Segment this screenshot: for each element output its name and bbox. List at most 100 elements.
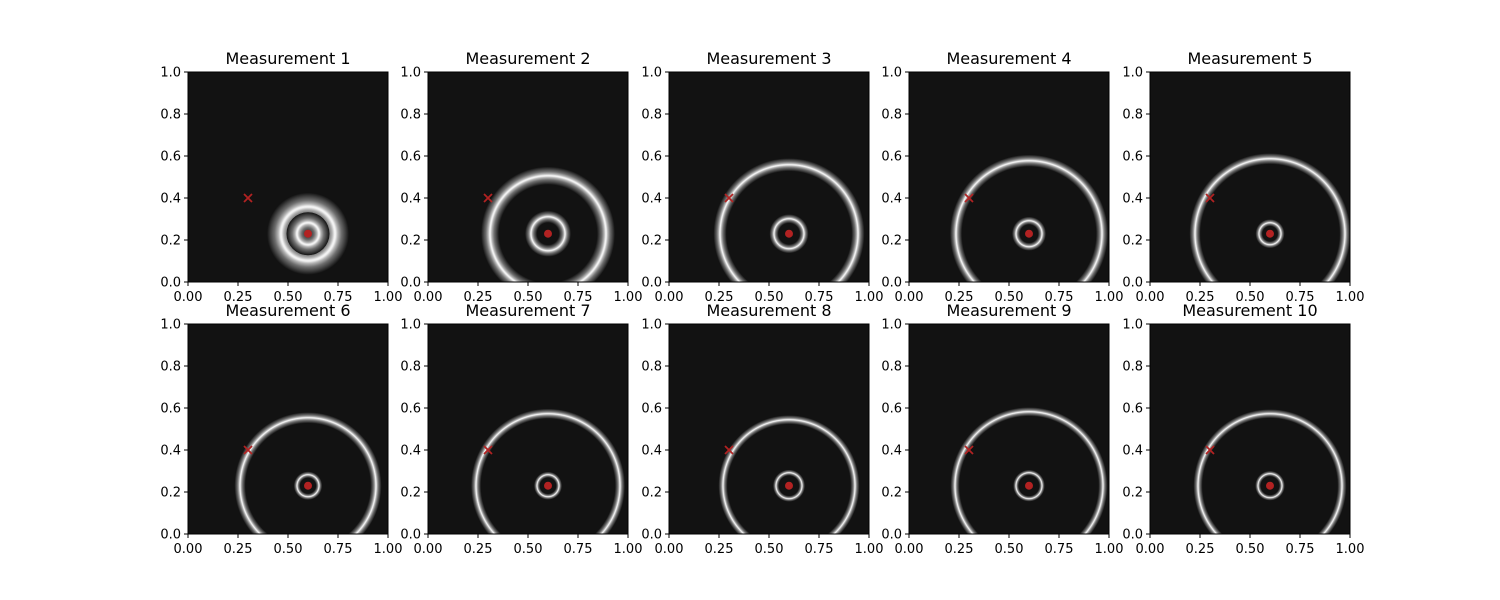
y-tick-label: 0.8 — [160, 108, 181, 123]
source-marker — [1266, 481, 1274, 490]
sensor-marker — [1205, 193, 1215, 203]
x-tick-label: 1.00 — [1095, 542, 1124, 557]
y-tick-label: 0.0 — [400, 276, 421, 291]
panel-7: Measurement 7 0.00 0.25 0.50 0.75 1.00 0.0 0.2 0… — [400, 301, 643, 557]
y-tick-label: 0.0 — [881, 528, 902, 543]
y-tick-label: 0.2 — [160, 486, 181, 501]
y-tick-label: 0.4 — [400, 192, 421, 207]
plot-area — [188, 72, 388, 282]
y-tick-label: 0.0 — [160, 276, 181, 291]
y-tick-label: 0.4 — [160, 192, 181, 207]
y-tick-label: 1.0 — [400, 318, 421, 333]
x-tick-label: 1.00 — [1095, 290, 1124, 305]
y-tick-label: 0.8 — [1122, 108, 1143, 123]
x-tick-label: 0.00 — [414, 290, 443, 305]
sensor-marker — [1205, 445, 1215, 455]
x-tick-label: 0.75 — [805, 542, 834, 557]
y-tick-label: 0.8 — [641, 108, 662, 123]
x-tick-label: 1.00 — [614, 542, 643, 557]
source-marker — [544, 229, 552, 238]
y-tick-label: 0.4 — [881, 444, 902, 459]
x-tick-label: 0.00 — [414, 542, 443, 557]
y-tick-label: 0.2 — [881, 234, 902, 249]
y-tick-label: 0.6 — [881, 402, 902, 417]
plot-area — [428, 72, 628, 282]
panel-2: Measurement 2 0.00 0.25 0.50 0.75 1.00 0.0 0.2 0… — [400, 49, 642, 305]
y-tick-label: 0.6 — [641, 150, 662, 165]
sensor-marker — [724, 193, 734, 203]
y-tick-label: 0.8 — [400, 108, 421, 123]
sensor-marker — [243, 445, 253, 455]
outer-ring — [1189, 153, 1350, 282]
x-tick-label: 0.50 — [274, 290, 303, 305]
x-tick-label: 0.25 — [705, 542, 734, 557]
panel-4: Measurement 4 0.00 0.25 0.50 0.75 1.00 0.0 0.2 0… — [881, 49, 1124, 305]
plot-area — [909, 72, 1109, 282]
x-tick-label: 0.25 — [224, 290, 253, 305]
y-tick-label: 0.8 — [1122, 360, 1143, 375]
x-tick-label: 0.50 — [1236, 542, 1265, 557]
y-tick-label: 0.2 — [641, 234, 662, 249]
panel-10: Measurement 10 0.00 0.25 0.50 0.75 1.00 0.0 0.2… — [1122, 301, 1364, 557]
x-tick-label: 1.00 — [855, 542, 884, 557]
sensor-marker — [964, 445, 974, 455]
y-tick-label: 0.6 — [641, 402, 662, 417]
x-tick-label: 0.75 — [324, 542, 353, 557]
y-tick-label: 1.0 — [641, 66, 662, 81]
x-tick-label: 0.00 — [895, 290, 924, 305]
source-marker — [544, 481, 552, 490]
x-tick-label: 0.75 — [1045, 542, 1074, 557]
plot-area — [909, 324, 1109, 534]
y-tick-label: 0.8 — [400, 360, 421, 375]
x-tick-label: 0.00 — [1136, 290, 1165, 305]
x-tick-label: 0.25 — [1186, 542, 1215, 557]
panel-1: Measurement 1 0.00 0.25 0.50 0.75 1.00 0.0 0.2 0… — [160, 49, 402, 305]
x-tick-label: 0.75 — [1286, 290, 1315, 305]
panel-6: Measurement 6 0.00 0.25 0.50 0.75 1.00 0.0 0.2 0… — [160, 301, 402, 557]
x-tick-label: 0.00 — [174, 290, 203, 305]
plot-area — [188, 324, 388, 534]
x-tick-label: 0.50 — [995, 542, 1024, 557]
source-marker — [304, 481, 312, 490]
y-tick-label: 0.6 — [400, 150, 421, 165]
y-tick-label: 1.0 — [160, 66, 181, 81]
x-tick-label: 0.50 — [514, 290, 543, 305]
y-tick-label: 0.4 — [400, 444, 421, 459]
sensor-marker — [483, 445, 493, 455]
sensor-marker — [483, 193, 493, 203]
panel-title: Measurement 8 — [706, 301, 831, 320]
y-tick-label: 0.6 — [881, 150, 902, 165]
y-tick-label: 1.0 — [160, 318, 181, 333]
y-tick-label: 0.4 — [160, 444, 181, 459]
source-marker — [1025, 229, 1033, 238]
panel-title: Measurement 9 — [946, 301, 1071, 320]
x-tick-label: 0.75 — [564, 542, 593, 557]
y-tick-label: 0.2 — [1122, 234, 1143, 249]
x-tick-label: 0.50 — [1236, 290, 1265, 305]
y-tick-label: 0.4 — [641, 444, 662, 459]
x-tick-label: 0.75 — [1286, 542, 1315, 557]
panel-title: Measurement 2 — [465, 49, 590, 68]
panel-title: Measurement 10 — [1182, 301, 1317, 320]
x-tick-label: 1.00 — [374, 290, 403, 305]
y-tick-label: 1.0 — [881, 66, 902, 81]
outer-ring — [471, 408, 625, 534]
panel-9: Measurement 9 0.00 0.25 0.50 0.75 1.00 0.0 0.2 0… — [881, 301, 1124, 557]
x-tick-label: 0.75 — [1045, 290, 1074, 305]
y-tick-label: 0.4 — [641, 192, 662, 207]
panel-5: Measurement 5 0.00 0.25 0.50 0.75 1.00 0.0 0.2 0… — [1122, 49, 1365, 305]
y-tick-label: 0.0 — [1122, 528, 1143, 543]
y-tick-label: 0.8 — [881, 108, 902, 123]
panel-title: Measurement 4 — [946, 49, 1071, 68]
y-tick-label: 1.0 — [1122, 318, 1143, 333]
x-tick-label: 1.00 — [1336, 290, 1365, 305]
y-tick-label: 0.6 — [1122, 402, 1143, 417]
x-tick-label: 0.75 — [564, 290, 593, 305]
panel-title: Measurement 1 — [225, 49, 350, 68]
sensor-marker — [964, 193, 974, 203]
y-tick-label: 0.0 — [881, 276, 902, 291]
source-marker — [785, 229, 793, 238]
x-tick-label: 1.00 — [855, 290, 884, 305]
y-tick-label: 0.0 — [160, 528, 181, 543]
y-tick-label: 0.4 — [1122, 444, 1143, 459]
